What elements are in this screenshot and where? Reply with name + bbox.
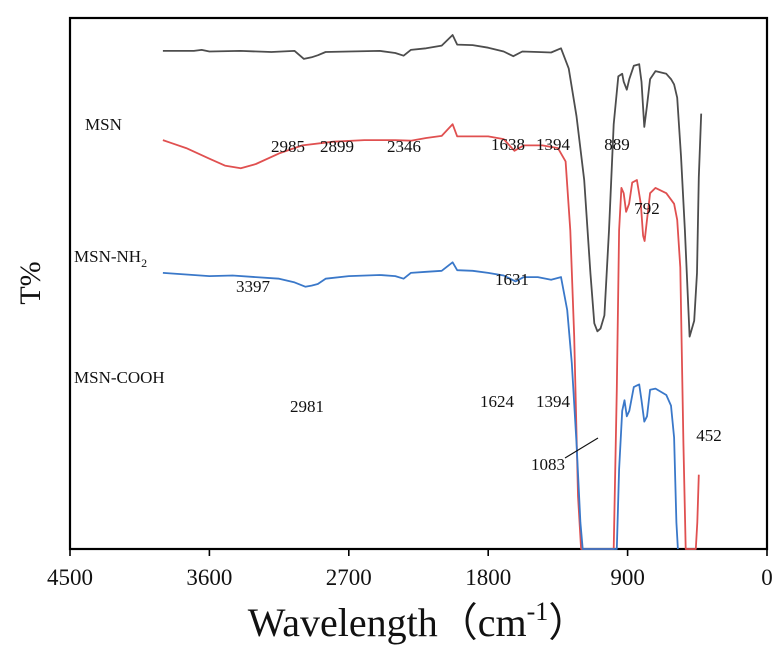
x-axis-title-main: Wavelength（cm (248, 600, 527, 645)
series-line-msn (162, 34, 703, 338)
peak-label: 889 (604, 135, 630, 154)
x-tick-label: 2700 (326, 565, 372, 590)
peak-label: 2346 (387, 137, 421, 156)
peak-label: 1631 (495, 270, 529, 289)
series-label-msn: MSN (85, 115, 122, 134)
series-label-msn-cooh: MSN-COOH (74, 368, 165, 387)
y-axis-title: T% (14, 261, 47, 304)
peak-label: 1394 (536, 135, 571, 154)
peak-label: 2985 (271, 137, 305, 156)
x-tick-label: 900 (610, 565, 645, 590)
peak-label: 2899 (320, 137, 354, 156)
peak-label: 1638 (491, 135, 525, 154)
peak-label: 452 (696, 426, 722, 445)
plot-frame (68, 16, 769, 551)
series-layer (162, 34, 703, 550)
x-axis-title-close: ） (548, 600, 588, 645)
x-tick-label: 1800 (465, 565, 511, 590)
peak-label: 1083 (531, 455, 565, 474)
x-tick-label: 3600 (186, 565, 232, 590)
peak-label: 1624 (480, 392, 515, 411)
peak-label: 3397 (236, 277, 271, 296)
x-tick-label: 4500 (47, 565, 93, 590)
series-line-msn-nh2 (162, 123, 700, 550)
x-axis-title-superscript: -1 (527, 597, 549, 626)
peak-label: 792 (634, 199, 660, 218)
x-axis: 4500 3600 2700 1800 900 0 (47, 549, 773, 590)
label-layer: MSN MSN-NH2 MSN-COOH 2985 2899 2346 1638 1394 88… (74, 115, 722, 474)
x-axis-title: Wavelength（cm-1） (248, 597, 589, 645)
annotation-leader-line (564, 437, 599, 459)
series-line-msn-cooh (162, 261, 679, 550)
x-tick-label: 0 (761, 565, 773, 590)
peak-label: 1394 (536, 392, 571, 411)
peak-label: 2981 (290, 397, 324, 416)
series-label-msn-nh2: MSN-NH2 (74, 247, 147, 270)
